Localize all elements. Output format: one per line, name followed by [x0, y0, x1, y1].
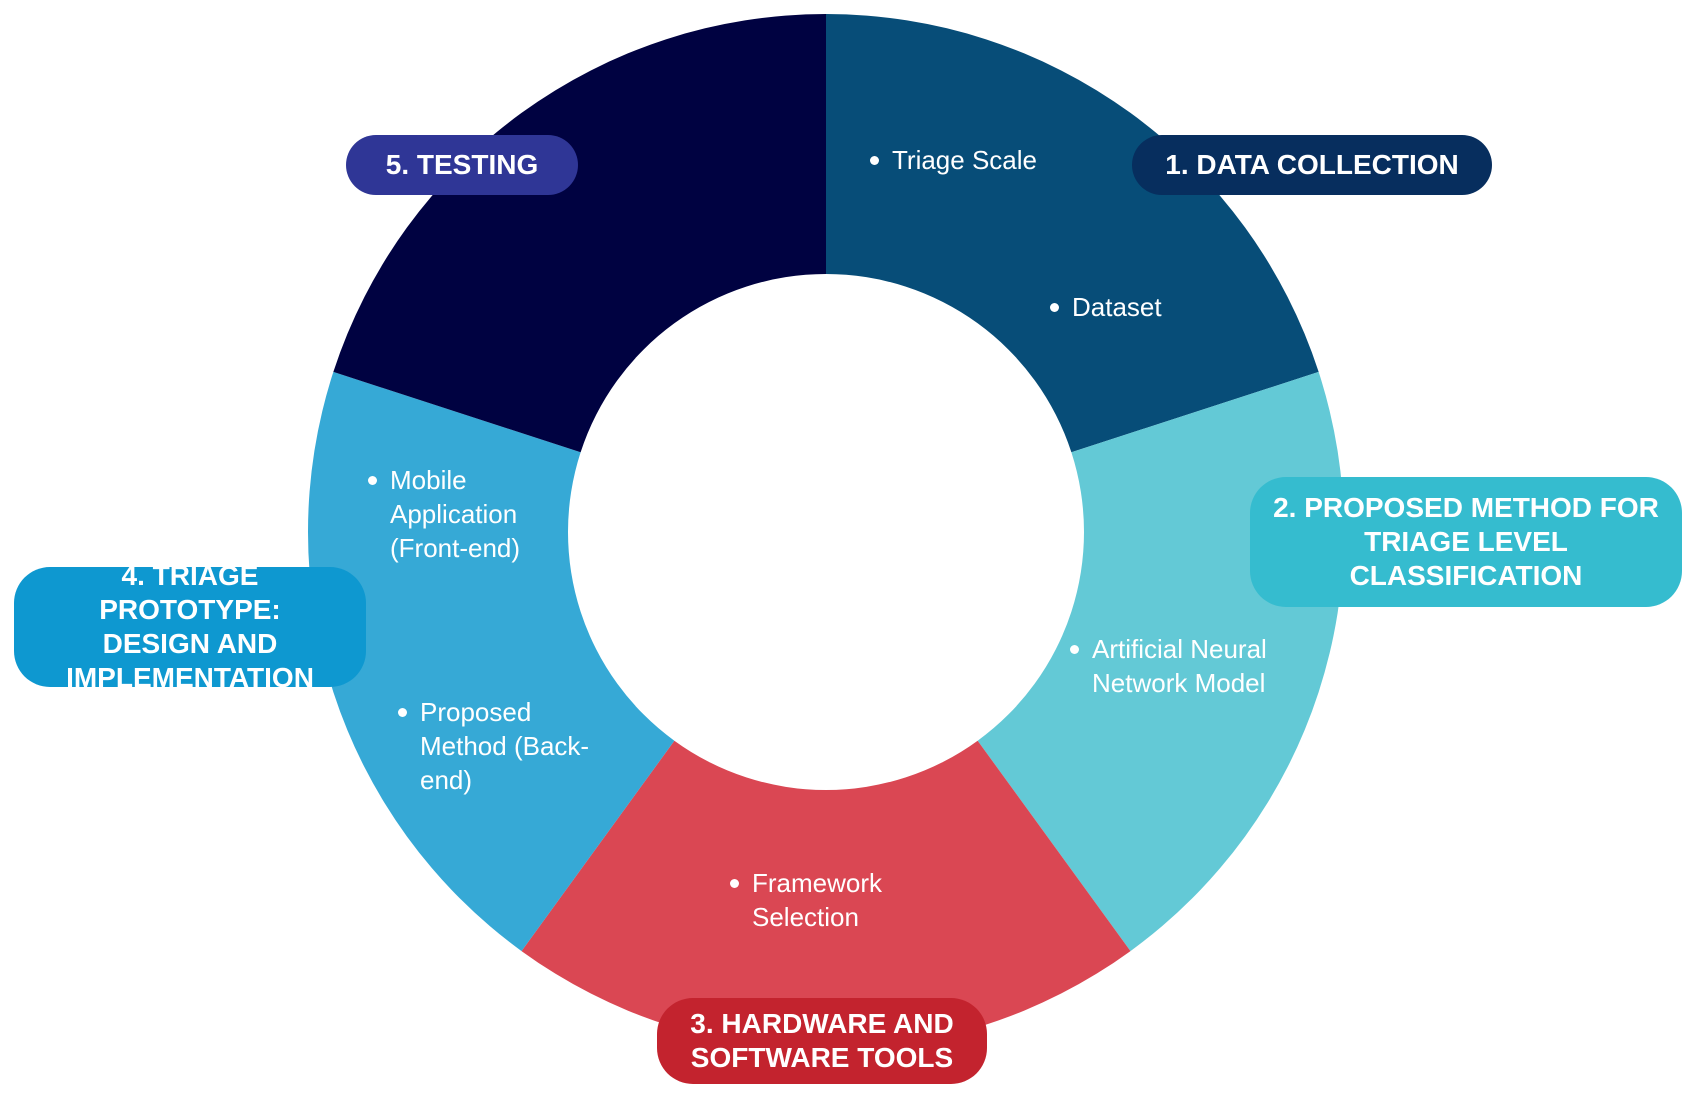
bullet-proposed-method-backend: Proposed Method (Back- end)	[396, 695, 589, 797]
bullet-dataset: Dataset	[1048, 290, 1162, 324]
bullets-data-collection-2: Dataset	[1048, 290, 1162, 324]
bullets-data-collection: Triage Scale	[868, 143, 1037, 177]
segment-triage-prototype	[307, 371, 675, 952]
segment-data-collection	[826, 14, 1319, 453]
bullets-hardware-software-tools: Framework Selection	[728, 866, 882, 934]
label-hardware-software-tools: 3. HARDWARE AND SOFTWARE TOOLS	[657, 998, 987, 1084]
bullet-mobile-application: Mobile Application (Front-end)	[366, 463, 520, 565]
label-testing: 5. TESTING	[346, 135, 578, 195]
bullet-framework-selection: Framework Selection	[728, 866, 882, 934]
bullet-triage-scale: Triage Scale	[868, 143, 1037, 177]
segment-testing	[333, 14, 826, 453]
segment-hardware-software-tools	[521, 740, 1131, 1050]
bullets-triage-prototype: Mobile Application (Front-end)	[366, 463, 520, 565]
label-data-collection: 1. DATA COLLECTION	[1132, 135, 1492, 195]
label-proposed-method: 2. PROPOSED METHOD FOR TRIAGE LEVEL CLAS…	[1250, 477, 1682, 607]
label-triage-prototype: 4. TRIAGE PROTOTYPE: DESIGN AND IMPLEMEN…	[14, 560, 366, 693]
bullets-proposed-method: Artificial Neural Network Model	[1068, 632, 1267, 700]
bullet-ann-model: Artificial Neural Network Model	[1068, 632, 1267, 700]
bullets-triage-prototype-2: Proposed Method (Back- end)	[396, 695, 589, 797]
